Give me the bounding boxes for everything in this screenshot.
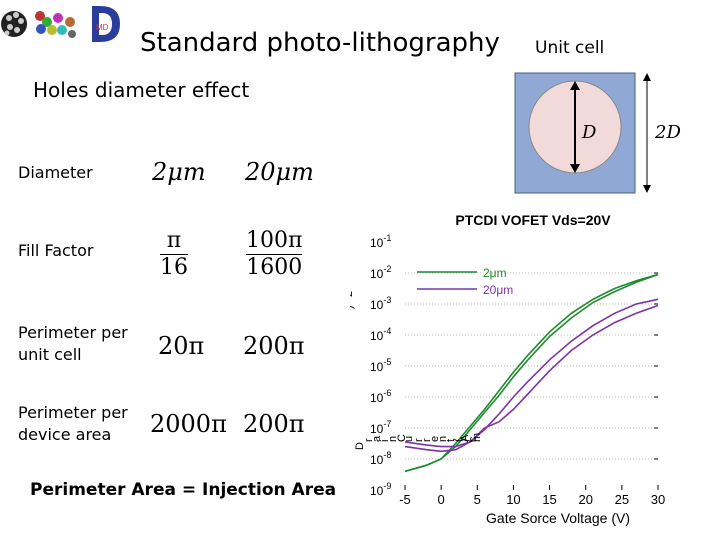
perimeter-device-area-value-2: 200π — [243, 410, 305, 438]
y-axis-label-fragment: r — [413, 438, 425, 442]
row-label-perimeter-unit-cell: Perimeter per unit cell — [18, 322, 128, 366]
omd-logo-graphic: MD — [1, 6, 120, 42]
diameter-value-1: 2μm — [152, 158, 206, 186]
y-tick-label: 10-9 — [370, 481, 391, 498]
gridlines — [405, 272, 658, 460]
y-tick-labels: 10-1 10-2 10-3 10-4 10-5 10-6 10-7 10-8 10-9 — [370, 233, 391, 498]
y-axis-label-fragment: 2 — [350, 291, 355, 297]
legend: 2μm 20μm — [417, 266, 513, 297]
y-tick-label: 10-7 — [370, 419, 391, 436]
y-axis-label-fragment: r — [363, 438, 375, 442]
legend-label: 2μm — [483, 266, 507, 280]
arrow-head-icon — [643, 73, 651, 81]
footer-statement: Perimeter Area = Injection Area — [30, 480, 337, 500]
row-label-diameter: Diameter — [18, 163, 93, 182]
data-series — [404, 273, 659, 473]
x-axis-label: Gate Sorce Voltage (V) — [486, 510, 630, 526]
arrow-head-icon — [570, 81, 580, 90]
y-axis-label-fragment: m — [471, 433, 483, 442]
x-tick-label: 0 — [438, 492, 445, 507]
arrow-head-icon — [570, 164, 580, 173]
iv-chart: PTCDI VOFET Vds=20V 10-110-210-310-410-5… — [350, 212, 665, 526]
y-axis-label-fragment: ) — [350, 305, 355, 309]
logo-text: MD — [96, 23, 109, 32]
label-line: device area — [18, 425, 112, 444]
y-axis-label-fragment: t — [445, 439, 457, 442]
side-label: 2D — [654, 122, 681, 143]
y-tick-label: 10-6 — [370, 388, 391, 405]
perimeter-unit-cell-value-2: 200π — [243, 332, 305, 360]
chart-title: PTCDI VOFET Vds=20V — [455, 212, 611, 228]
x-tick-label: 20 — [578, 492, 592, 507]
x-tick-label: 25 — [615, 492, 629, 507]
y-tick-label: 10-3 — [370, 295, 391, 312]
y-axis-label-fragment: ( — [453, 438, 465, 442]
y-tick-label: 10-8 — [370, 450, 391, 467]
y-axis-label-fragment: u — [403, 436, 415, 442]
row-label-fill-factor: Fill Factor — [18, 241, 94, 260]
y-axis-label-fragment: C — [396, 434, 408, 442]
y-tick-label: 10-5 — [370, 357, 391, 374]
y-axis-label-fragment: n — [437, 436, 449, 442]
slide-subtitle: Holes diameter effect — [33, 78, 250, 102]
y-axis-label-fragment: a — [371, 435, 383, 442]
x-tick-label: 30 — [651, 492, 665, 507]
row-label-perimeter-device-area: Perimeter per device area — [18, 402, 128, 446]
series-line — [404, 304, 659, 453]
label-line: Perimeter per — [18, 403, 128, 422]
fill-factor-value-1: π 16 — [160, 228, 188, 281]
y-axis-label-fragment: D — [354, 442, 366, 450]
y-tick-label: 10-1 — [370, 233, 391, 250]
diameter-value-2: 20μm — [245, 158, 314, 186]
label-line: Perimeter per — [18, 323, 128, 342]
y-tick-label: 10-2 — [370, 264, 391, 281]
fraction-numerator: 100π — [246, 228, 303, 253]
series-line — [404, 298, 659, 448]
x-tick-label: 10 — [506, 492, 520, 507]
y-axis-label-fragment: e — [429, 436, 441, 442]
x-tick-label: 15 — [542, 492, 556, 507]
y-axis-label-fragment: c — [467, 436, 479, 442]
fraction-bar — [160, 254, 188, 255]
fraction-denominator: 1600 — [246, 255, 303, 280]
slide-title: Standard photo-lithography — [140, 28, 500, 58]
legend-label: 20μm — [483, 283, 513, 297]
diameter-label: D — [581, 122, 597, 143]
y-axis-label-fragment: A — [459, 434, 471, 442]
y-axis-label-fragment: i — [379, 440, 391, 442]
y-axis-label-fragment: n — [387, 436, 399, 442]
perimeter-device-area-value-1: 2000π — [150, 410, 227, 438]
fraction-numerator: π — [166, 228, 182, 253]
x-tick-label: -5 — [399, 492, 411, 507]
unit-cell-diagram: D 2D — [514, 72, 681, 194]
x-tick-label: 5 — [474, 492, 481, 507]
series-line — [404, 273, 659, 473]
label-line: unit cell — [18, 345, 82, 364]
y-axis-label-fragment: r — [421, 438, 433, 442]
fraction-denominator: 16 — [160, 255, 188, 280]
y-axis-label-fragment: / — [463, 438, 475, 442]
y-tick-label: 10-4 — [370, 326, 391, 343]
unit-cell-label: Unit cell — [535, 38, 605, 58]
x-tick-labels: -5 0 5 10 15 20 25 30 — [399, 485, 665, 507]
fraction-bar — [246, 254, 303, 255]
logo: MD — [0, 0, 125, 48]
arrow-head-icon — [643, 185, 651, 193]
fill-factor-value-2: 100π 1600 — [246, 228, 303, 281]
perimeter-unit-cell-value-1: 20π — [158, 332, 205, 360]
